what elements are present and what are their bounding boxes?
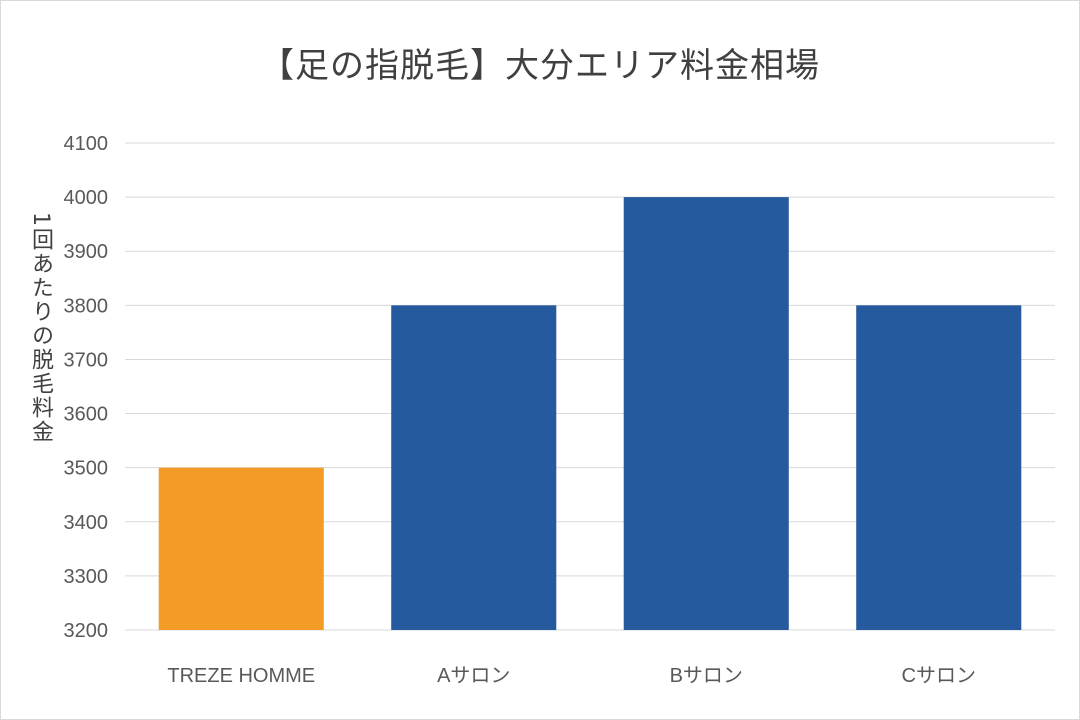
- bar: [856, 305, 1022, 630]
- y-tick-label: 3500: [64, 458, 109, 480]
- x-tick-label: Aサロン: [437, 665, 510, 687]
- y-tick-label: 3300: [64, 566, 109, 588]
- y-axis-label: 1回あたりの脱毛料金: [28, 212, 53, 444]
- x-tick-label: TREZE HOMME: [167, 665, 315, 687]
- bar: [158, 467, 324, 630]
- y-tick-label: 3900: [64, 241, 109, 263]
- x-tick-label: Bサロン: [670, 665, 743, 687]
- y-tick-label: 4100: [64, 133, 109, 155]
- bar: [391, 305, 557, 630]
- bar: [623, 197, 789, 630]
- y-tick-label: 3700: [64, 349, 109, 371]
- y-tick-label: 3400: [64, 512, 109, 534]
- y-tick-label: 3600: [64, 404, 109, 426]
- y-tick-label: 3200: [64, 620, 109, 642]
- y-tick-label: 4000: [64, 187, 109, 209]
- chart-title: 【足の指脱毛】大分エリア料金相場: [260, 46, 820, 86]
- x-tick-label: Cサロン: [902, 665, 976, 687]
- y-tick-label: 3800: [64, 295, 109, 317]
